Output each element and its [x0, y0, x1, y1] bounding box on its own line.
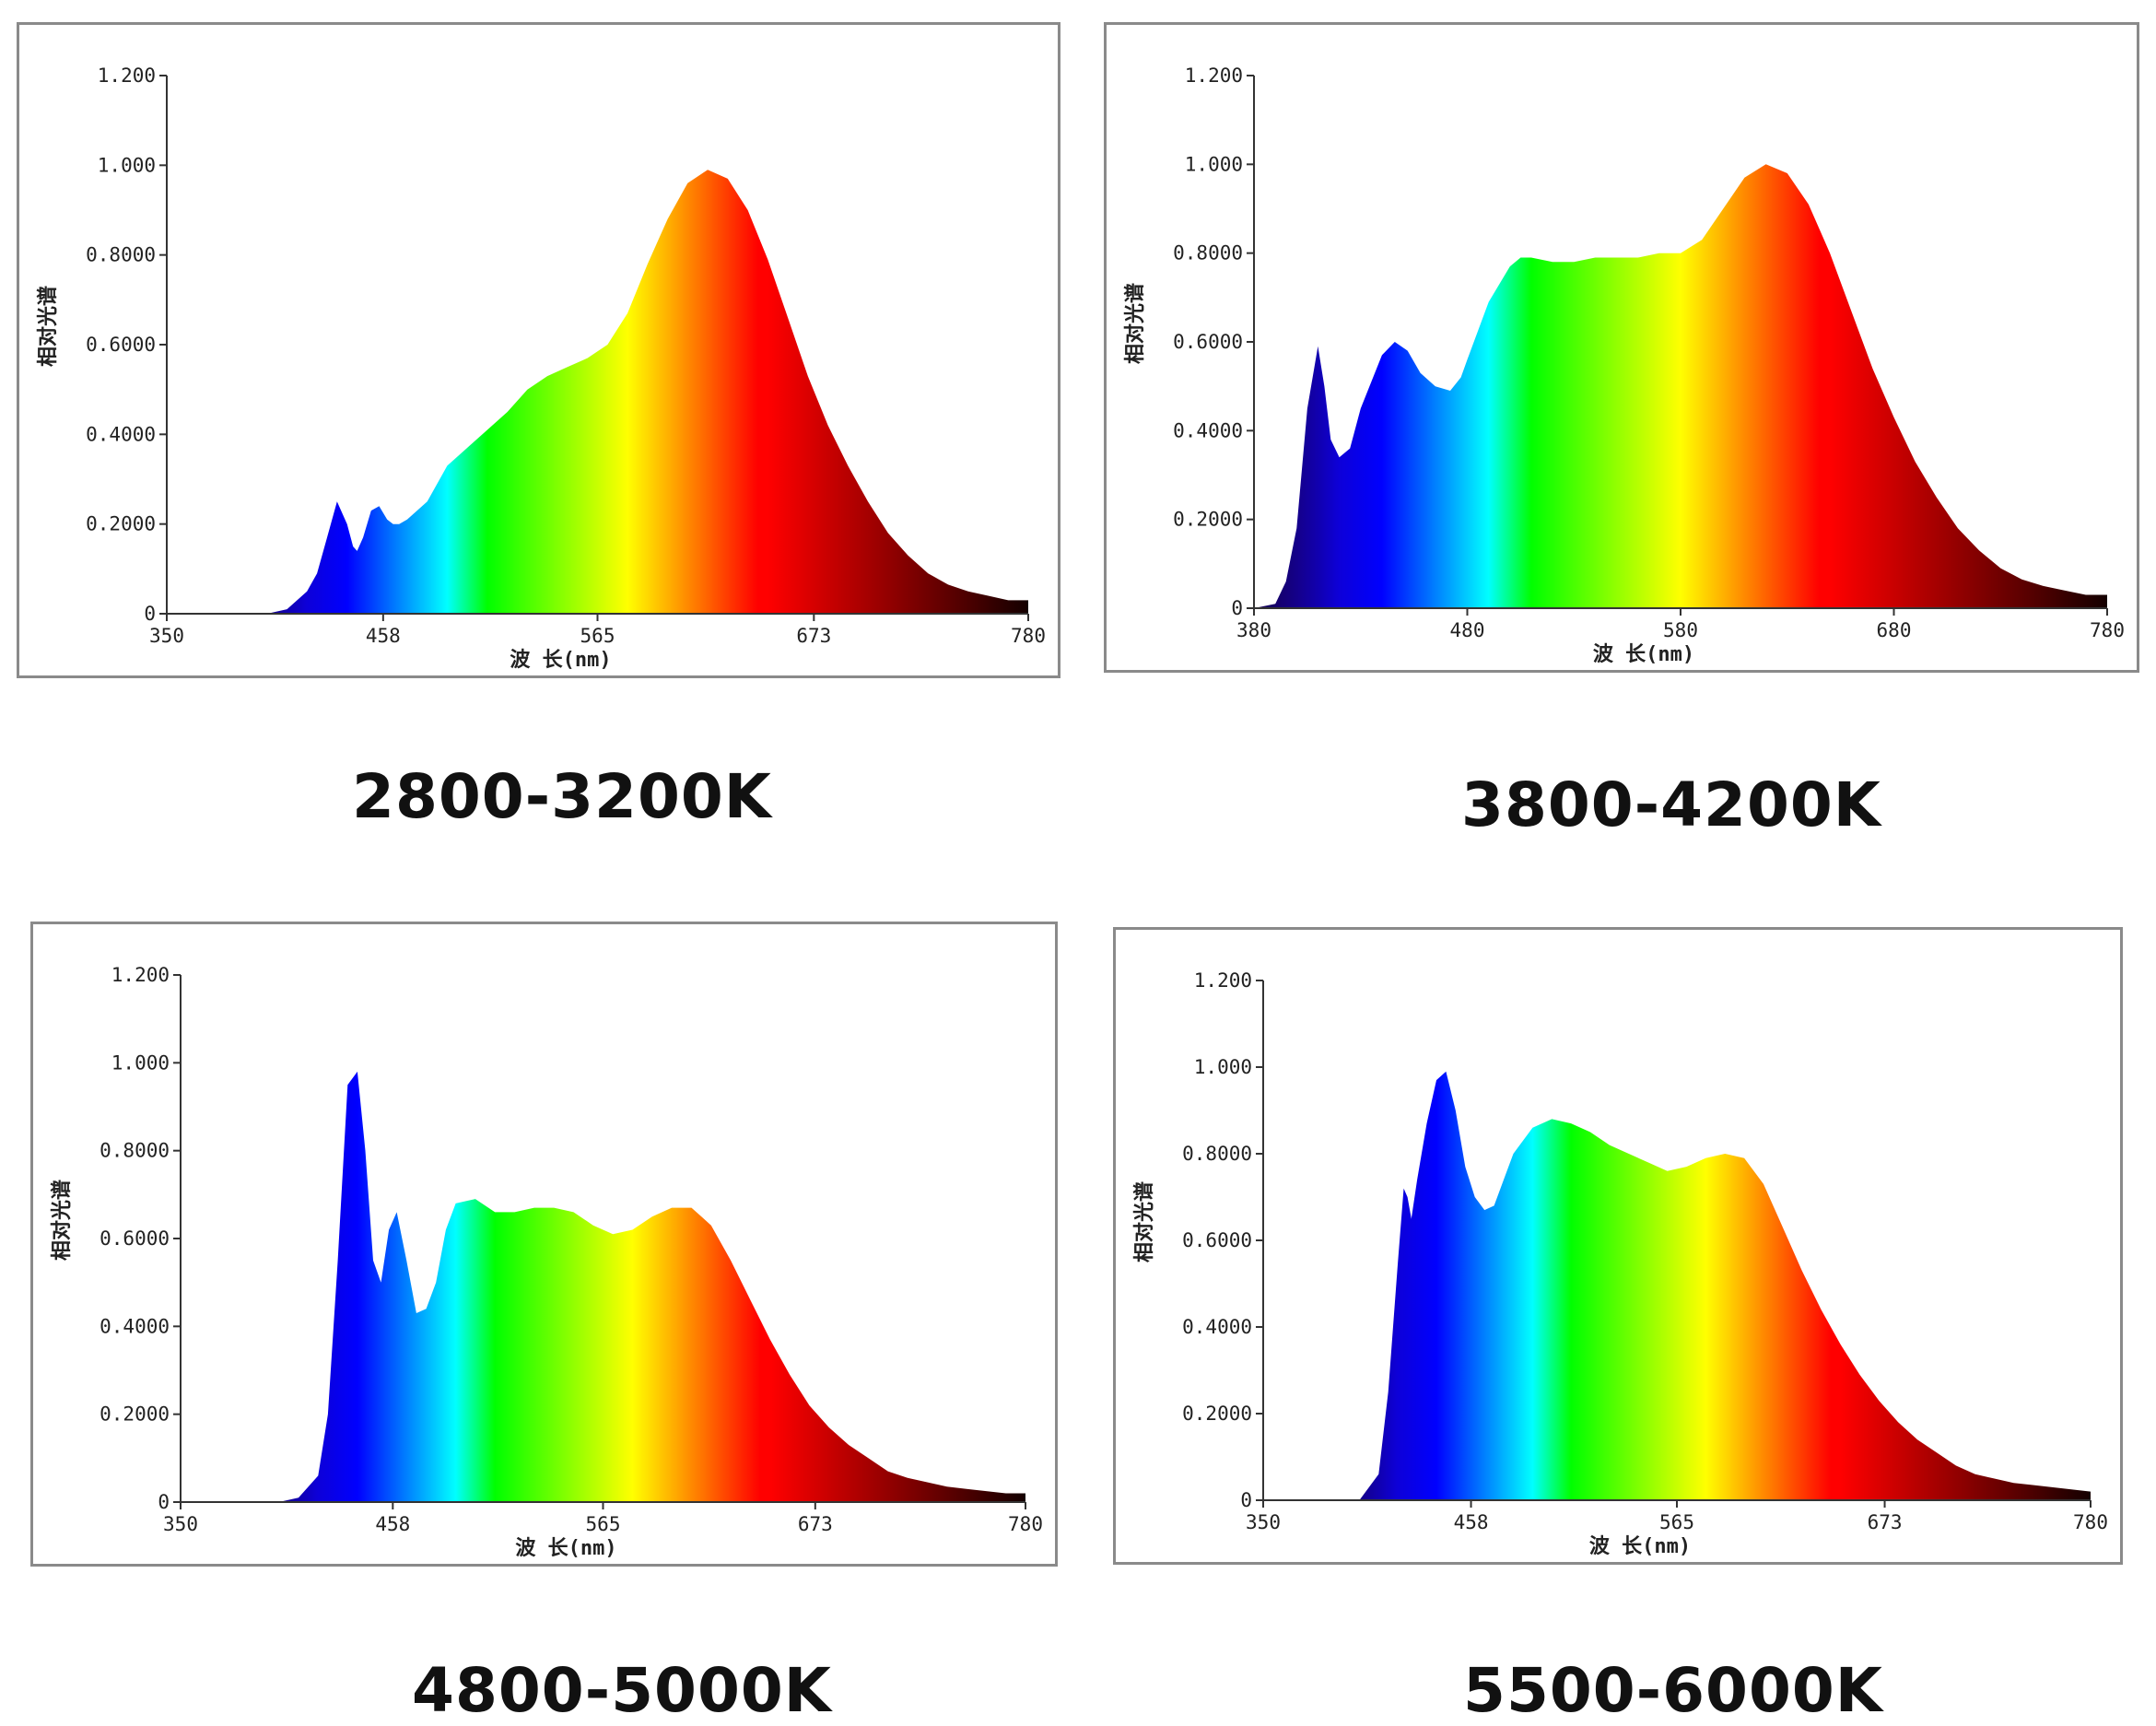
y-tick-label: 1.200: [111, 964, 170, 986]
y-axis-label: 相对光谱: [50, 1180, 74, 1261]
y-tick-label: 1.200: [1194, 969, 1252, 992]
spectrum-area: [1263, 1071, 2091, 1500]
y-tick-label: 0: [1240, 1489, 1252, 1511]
y-tick-label: 0.8000: [1182, 1143, 1252, 1165]
x-tick-label: 780: [2073, 1511, 2108, 1533]
y-tick-label: 0: [1231, 597, 1243, 619]
x-tick-label: 673: [798, 1513, 833, 1535]
y-tick-label: 0.6000: [86, 334, 156, 356]
caption-2: 3800-4200K: [1461, 769, 1881, 840]
x-tick-label: 780: [1008, 1513, 1043, 1535]
x-tick-label: 480: [1450, 619, 1485, 641]
y-tick-label: 0.8000: [100, 1140, 170, 1162]
x-tick-label: 458: [1454, 1511, 1489, 1533]
y-tick-label: 1.000: [1185, 153, 1243, 175]
caption-4: 5500-6000K: [1463, 1655, 1883, 1726]
x-tick-label: 580: [1663, 619, 1698, 641]
y-tick-label: 0.2000: [1182, 1403, 1252, 1425]
y-axis-label: 相对光谱: [1123, 283, 1147, 364]
x-tick-label: 565: [580, 625, 615, 647]
spectrum-chart-2: 0 0.2000 0.4000 0.6000 0.8000 1.000 1.200 380 48…: [1123, 65, 2125, 666]
spectrum-chart-3: 0 0.2000 0.4000 0.6000 0.8000 1.000 1.200 350 45…: [50, 964, 1043, 1560]
x-tick-label: 350: [1246, 1511, 1281, 1533]
spectrum-area: [1254, 164, 2107, 609]
y-tick-label: 0.8000: [1173, 242, 1243, 264]
y-tick-label: 0.2000: [1173, 509, 1243, 531]
x-tick-label: 350: [149, 625, 184, 647]
y-tick-label: 0.8000: [86, 244, 156, 266]
x-tick-label: 565: [1659, 1511, 1694, 1533]
y-tick-label: 1.200: [98, 65, 156, 87]
x-axis-label: 波 长(nm): [1589, 1535, 1691, 1558]
y-tick-label: 0.4000: [86, 423, 156, 445]
x-axis-label: 波 长(nm): [510, 649, 611, 672]
x-axis-label: 波 长(nm): [1593, 643, 1694, 666]
x-tick-label: 780: [2090, 619, 2125, 641]
caption-3: 4800-5000K: [412, 1655, 832, 1726]
x-tick-label: 458: [375, 1513, 410, 1535]
spectrum-chart-1: 0 0.2000 0.4000 0.6000 0.8000 1.000 1.200 350 45…: [36, 65, 1046, 672]
y-axis-label: 相对光谱: [1132, 1181, 1156, 1262]
y-tick-label: 0.4000: [1173, 419, 1243, 441]
y-tick-label: 0: [158, 1491, 170, 1513]
y-tick-label: 1.000: [111, 1051, 170, 1074]
spectrum-area: [167, 170, 1028, 614]
y-tick-label: 0.2000: [100, 1403, 170, 1426]
x-tick-label: 458: [366, 625, 401, 647]
spectrum-chart-4: 0 0.2000 0.4000 0.6000 0.8000 1.000 1.200 350 45…: [1132, 969, 2108, 1558]
y-tick-label: 0.4000: [100, 1315, 170, 1337]
caption-1: 2800-3200K: [352, 761, 772, 832]
y-axis-label: 相对光谱: [36, 286, 60, 367]
y-tick-label: 0: [144, 603, 156, 625]
y-tick-label: 0.6000: [1182, 1229, 1252, 1251]
x-tick-label: 565: [586, 1513, 621, 1535]
y-tick-label: 1.000: [1194, 1056, 1252, 1078]
x-tick-label: 673: [796, 625, 831, 647]
y-tick-label: 0.6000: [100, 1227, 170, 1250]
x-tick-label: 680: [1877, 619, 1912, 641]
x-axis-label: 波 长(nm): [515, 1537, 616, 1560]
x-tick-label: 673: [1868, 1511, 1903, 1533]
x-tick-label: 380: [1236, 619, 1271, 641]
y-tick-label: 1.000: [98, 154, 156, 176]
chart-panel-4: 0 0.2000 0.4000 0.6000 0.8000 1.000 1.200 350 45…: [1113, 927, 2123, 1565]
x-tick-label: 350: [163, 1513, 198, 1535]
y-tick-label: 1.200: [1185, 65, 1243, 87]
chart-panel-3: 0 0.2000 0.4000 0.6000 0.8000 1.000 1.200 350 45…: [30, 922, 1058, 1567]
chart-panel-1: 0 0.2000 0.4000 0.6000 0.8000 1.000 1.200 350 45…: [17, 22, 1060, 678]
y-tick-label: 0.2000: [86, 513, 156, 535]
y-tick-label: 0.6000: [1173, 331, 1243, 353]
spectrum-area: [181, 1071, 1025, 1502]
x-tick-label: 780: [1011, 625, 1046, 647]
chart-panel-2: 0 0.2000 0.4000 0.6000 0.8000 1.000 1.200 380 48…: [1104, 22, 2139, 673]
y-tick-label: 0.4000: [1182, 1316, 1252, 1338]
